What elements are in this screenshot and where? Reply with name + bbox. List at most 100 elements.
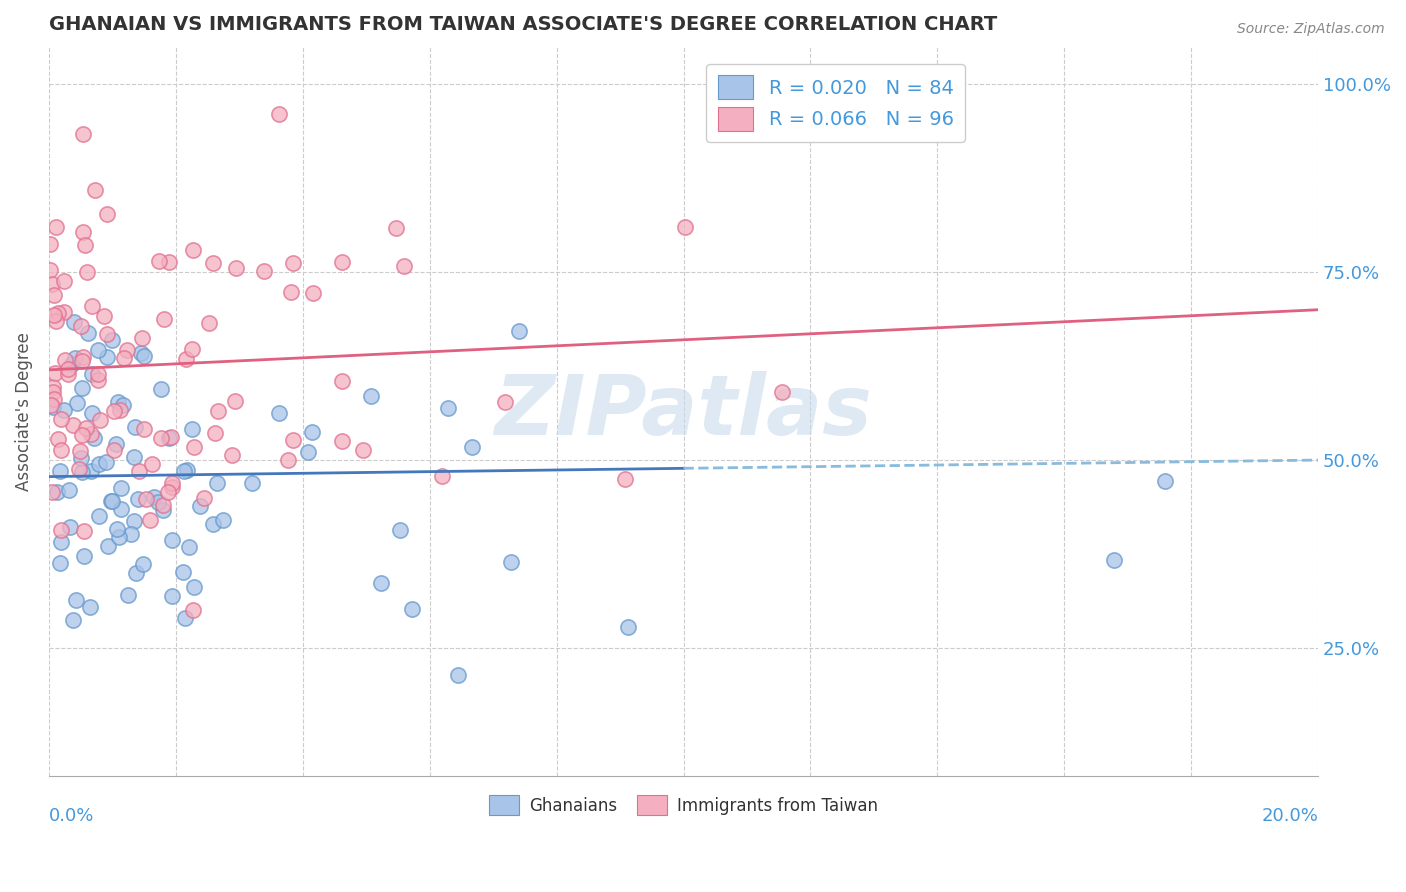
Point (80, 367, 103, 381)
Point (360, 389, 382, 403)
Point (49, 465, 72, 479)
Point (103, 404, 125, 418)
Point (224, 393, 246, 408)
Point (162, 589, 184, 603)
Point (129, 346, 152, 360)
Point (41, 277, 63, 291)
Point (173, 464, 195, 478)
Point (183, 580, 205, 594)
Point (330, 374, 353, 388)
Point (58, 367, 80, 381)
Point (107, 522, 129, 536)
Point (58, 483, 80, 497)
Point (42, 308, 65, 322)
Point (55, 353, 77, 368)
Point (447, 667, 470, 681)
Point (80, 464, 103, 478)
Point (52, 274, 75, 288)
Point (159, 430, 181, 444)
Point (432, 468, 454, 483)
Point (49, 535, 72, 549)
Point (49, 556, 72, 570)
Point (72, 128, 94, 142)
Point (150, 431, 173, 445)
Point (42, 400, 65, 414)
Point (207, 403, 229, 417)
Point (253, 264, 276, 278)
Point (39, 236, 62, 251)
Point (76, 265, 98, 279)
Point (69, 443, 91, 458)
Point (110, 481, 132, 495)
Point (70, 450, 93, 465)
Point (70, 466, 93, 480)
Point (75, 238, 97, 252)
Point (41, 484, 63, 499)
Point (152, 503, 174, 517)
Point (181, 422, 204, 436)
Point (152, 498, 174, 512)
Point (120, 526, 142, 541)
Point (73, 524, 96, 538)
Point (45, 313, 67, 327)
Point (45, 220, 67, 235)
Point (108, 403, 131, 417)
Point (385, 220, 408, 235)
Point (103, 442, 125, 457)
Point (46, 485, 69, 500)
Point (174, 611, 197, 625)
Point (494, 394, 516, 409)
Point (65, 592, 87, 607)
Text: 20.0%: 20.0% (1261, 807, 1319, 825)
Point (202, 517, 225, 532)
Point (62, 614, 84, 628)
Point (240, 475, 263, 490)
Point (159, 254, 181, 268)
Point (613, 472, 636, 486)
Point (174, 352, 197, 367)
Point (62, 418, 84, 433)
Point (108, 530, 131, 544)
Point (89, 413, 111, 427)
Point (69, 319, 91, 334)
Point (112, 351, 135, 365)
Point (301, 425, 323, 439)
Point (48, 433, 70, 447)
Point (281, 433, 304, 447)
Point (392, 259, 415, 273)
Point (193, 491, 215, 505)
Point (44, 366, 66, 380)
Point (96, 326, 118, 341)
Point (280, 285, 302, 300)
Point (221, 449, 243, 463)
Point (72, 350, 94, 364)
Point (131, 557, 153, 571)
Point (225, 260, 247, 275)
Point (269, 406, 291, 420)
Point (66, 396, 89, 410)
Point (352, 442, 374, 457)
Point (70, 428, 93, 442)
Point (73, 549, 96, 563)
Point (86, 367, 108, 381)
Legend: Ghanaians, Immigrants from Taiwan: Ghanaians, Immigrants from Taiwan (482, 789, 884, 822)
Point (770, 384, 793, 399)
Point (157, 484, 180, 499)
Point (42, 385, 65, 400)
Point (149, 383, 172, 397)
Point (101, 494, 124, 508)
Point (63, 351, 86, 365)
Point (42, 288, 65, 302)
Point (42, 392, 65, 406)
Point (49, 523, 72, 537)
Point (617, 620, 640, 634)
Point (139, 512, 162, 526)
Point (673, 219, 696, 234)
Point (80, 427, 103, 442)
Point (183, 603, 205, 617)
Point (107, 395, 129, 409)
Point (70, 353, 93, 368)
Point (330, 254, 353, 268)
Point (128, 464, 150, 478)
Point (89, 508, 111, 523)
